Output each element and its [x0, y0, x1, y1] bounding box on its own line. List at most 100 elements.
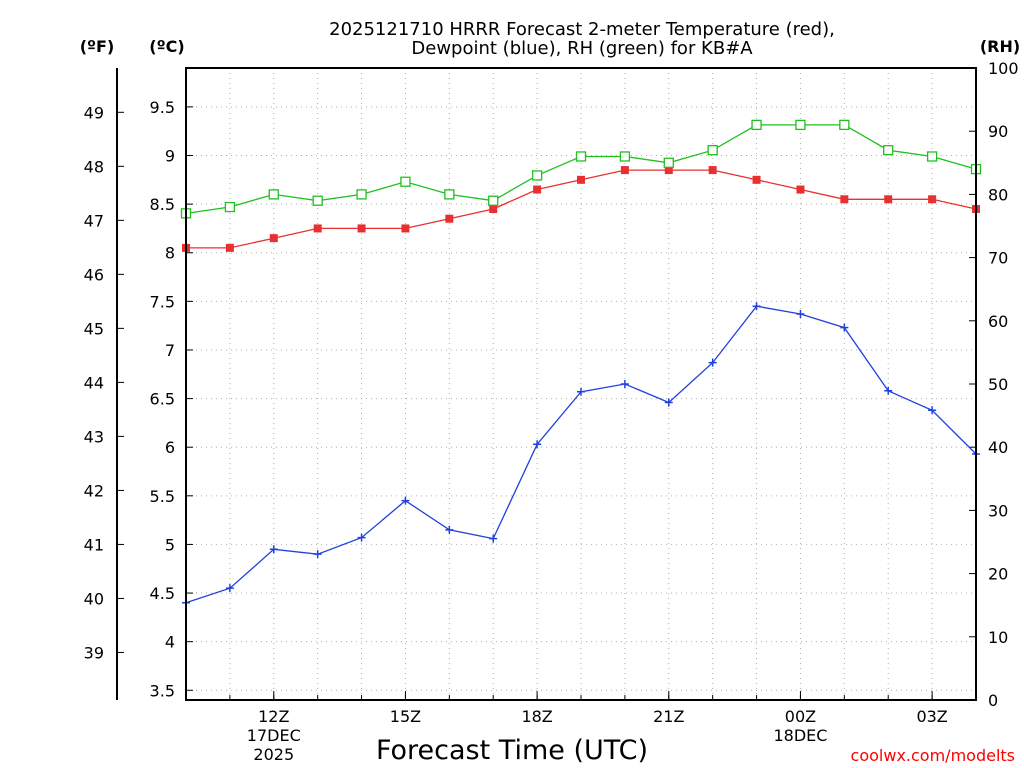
data-point: [313, 550, 322, 559]
data-point: [356, 189, 367, 200]
celsius-tick-label: 9: [165, 147, 175, 166]
data-point: [269, 545, 278, 554]
data-point: [664, 398, 673, 407]
data-point: [795, 119, 806, 131]
data-point: [928, 195, 937, 204]
rh-tick-label: 80: [988, 185, 1008, 204]
data-point: [225, 243, 234, 252]
rh-tick-label: 100: [988, 59, 1019, 78]
data-point: [357, 533, 366, 542]
data-point: [620, 166, 629, 175]
series-layer: [180, 119, 982, 607]
fahrenheit-axis: 39 40 41 42 43 44 45 46 47 48 49: [84, 68, 124, 700]
data-point: [883, 145, 894, 156]
data-point: [620, 380, 629, 388]
data-point: [577, 387, 585, 396]
series-dewpoint: [182, 302, 980, 607]
fahrenheit-tick-label: 46: [84, 265, 104, 284]
celsius-tick-label: 6.5: [150, 390, 175, 409]
data-point: [708, 358, 717, 367]
fahrenheit-tick-label: 40: [84, 589, 104, 608]
data-point: [445, 214, 454, 223]
fahrenheit-tick-label: 42: [84, 481, 104, 500]
rh-tick-label: 60: [988, 312, 1008, 331]
fahrenheit-tick-label: 39: [84, 643, 104, 662]
plot-frame: [185, 67, 977, 701]
data-point: [840, 323, 849, 332]
data-point: [444, 189, 455, 200]
data-point: [796, 309, 805, 318]
rh-axis: 0 10 20 30 40 50 60 70 80 90 100: [969, 59, 1019, 710]
fahrenheit-tick-label: 43: [84, 427, 104, 446]
series-rh: [180, 119, 982, 219]
data-point: [401, 224, 410, 233]
celsius-tick-label: 8: [165, 244, 175, 263]
data-point: [224, 201, 236, 213]
data-point: [884, 386, 893, 395]
data-point: [357, 224, 366, 233]
data-point: [225, 584, 234, 593]
chart-title-line-2: Dewpoint (blue), RH (green) for KB#A: [411, 38, 753, 59]
fahrenheit-tick-label: 47: [84, 211, 104, 230]
rh-tick-label: 50: [988, 375, 1008, 394]
fahrenheit-tick-label: 41: [84, 535, 104, 554]
grid-lines: [185, 68, 977, 700]
series-2-meter-temperature: [182, 166, 980, 252]
data-point: [619, 151, 631, 162]
x-tick-label: 15Z: [390, 707, 421, 726]
x-tick-label: 17DEC: [247, 726, 301, 745]
data-point: [664, 166, 673, 175]
data-point: [488, 195, 499, 206]
data-point: [928, 406, 937, 415]
fahrenheit-tick-label: 48: [84, 157, 104, 176]
celsius-tick-label: 5: [165, 535, 175, 554]
rh-tick-label: 40: [988, 438, 1008, 457]
x-tick-label: 03Z: [916, 707, 947, 726]
data-point: [489, 204, 498, 213]
celsius-unit-label: (ºC): [149, 37, 184, 56]
x-tick-label: 18Z: [521, 707, 552, 726]
data-point: [533, 185, 542, 194]
celsius-axis: 3.5 4 4.5 5 5.5 6 6.5 7 7.5 8 8.5 9 9.5: [150, 98, 193, 700]
x-tick-label: 12Z: [258, 707, 289, 726]
data-point: [751, 119, 762, 131]
celsius-tick-label: 6: [165, 438, 175, 457]
data-point: [796, 185, 805, 194]
celsius-tick-label: 8.5: [150, 195, 175, 214]
data-point: [533, 440, 542, 449]
rh-tick-label: 30: [988, 501, 1008, 520]
x-tick-label: 18DEC: [773, 726, 827, 745]
data-point: [445, 525, 454, 534]
data-point: [400, 176, 411, 187]
data-point: [752, 175, 761, 184]
data-point: [707, 145, 718, 156]
fahrenheit-tick-label: 49: [84, 103, 104, 122]
data-point: [752, 302, 761, 311]
data-point: [401, 496, 410, 505]
data-point: [269, 234, 278, 243]
chart-title-line-1: 2025121710 HRRR Forecast 2-meter Tempera…: [329, 19, 835, 40]
celsius-tick-label: 7: [165, 341, 175, 360]
data-point: [489, 534, 498, 543]
x-tick-label: 2025: [253, 745, 294, 764]
rh-tick-label: 0: [988, 691, 998, 710]
celsius-tick-label: 5.5: [150, 487, 175, 506]
rh-unit-label: (RH): [980, 37, 1020, 56]
data-point: [268, 189, 279, 200]
celsius-tick-label: 4.5: [150, 584, 175, 603]
x-tick-label: 21Z: [653, 707, 684, 726]
x-axis-title: Forecast Time (UTC): [376, 735, 648, 766]
data-point: [531, 170, 543, 181]
rh-tick-label: 90: [988, 122, 1008, 141]
rh-tick-label: 20: [988, 565, 1008, 584]
celsius-tick-label: 3.5: [150, 681, 175, 700]
data-point: [312, 195, 323, 206]
credit-text: coolwx.com/modelts: [851, 746, 1015, 765]
data-point: [840, 195, 849, 204]
data-point: [575, 151, 587, 162]
fahrenheit-unit-label: (ºF): [80, 37, 115, 56]
rh-tick-label: 10: [988, 628, 1008, 647]
x-tick-label: 00Z: [785, 707, 816, 726]
